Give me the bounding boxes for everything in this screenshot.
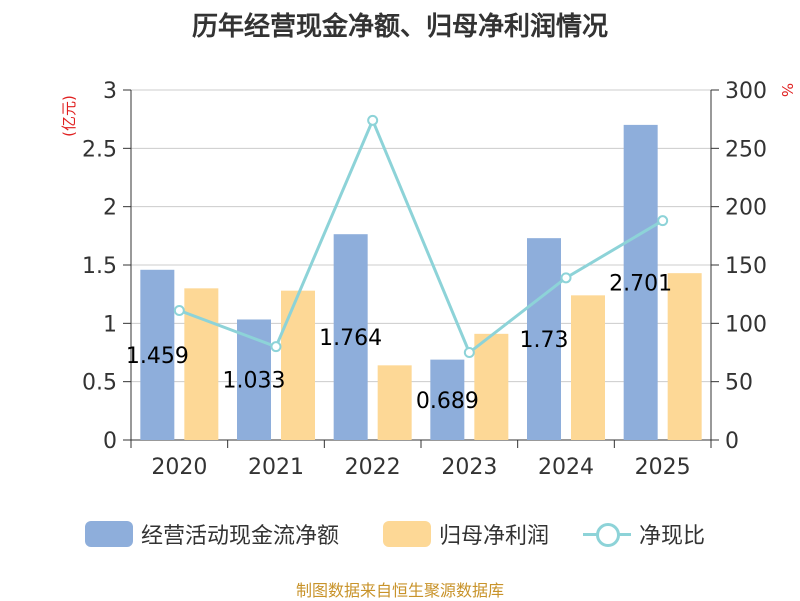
y-right-tick-label: 150 <box>725 254 767 279</box>
legend-label-net-profit: 归母净利润 <box>439 524 550 549</box>
bar-cash-flow <box>623 124 658 440</box>
data-label-cash-flow: 2.701 <box>609 271 672 296</box>
data-label-cash-flow: 1.764 <box>319 326 382 351</box>
y-right-tick-label: 300 <box>725 79 767 104</box>
y-left-tick-label: 3 <box>103 79 117 104</box>
line-ratio <box>178 116 664 355</box>
legend: 经营活动现金流净额 归母净利润 净现比 <box>0 512 800 556</box>
bar-net-profit <box>281 290 315 440</box>
data-label-cash-flow: 1.033 <box>223 369 286 394</box>
y-left-tick-label: 2 <box>103 196 117 221</box>
point-ratio <box>270 341 282 353</box>
chart-title: 历年经营现金净额、归母净利润情况 <box>191 12 608 42</box>
bar-net-profit <box>377 365 412 440</box>
x-tick-label: 2023 <box>441 455 497 480</box>
y-left-tick-label: 0.5 <box>82 371 117 396</box>
bar-net-profit <box>474 333 509 440</box>
y-right-tick-label: 50 <box>725 371 753 396</box>
bar-net-profit <box>667 273 702 440</box>
data-label-cash-flow: 1.73 <box>520 328 569 353</box>
bar-cash-flow <box>333 234 368 440</box>
point-ratio <box>173 305 185 316</box>
y-right-tick-label: 250 <box>725 137 767 162</box>
data-label-cash-flow: 1.459 <box>126 344 189 369</box>
y-left-tick-label: 1.5 <box>82 254 117 279</box>
legend-item-ratio[interactable]: 净现比 <box>583 512 705 556</box>
y-left-axis-label: (亿元) <box>60 95 78 137</box>
legend-item-net-profit[interactable]: 归母净利润 <box>383 512 549 556</box>
y-right-tick-label: 100 <box>725 312 767 337</box>
data-label-cash-flow: 0.689 <box>416 389 479 414</box>
bar-cash-flow <box>430 359 465 440</box>
point-ratio <box>657 215 669 227</box>
y-left-tick-label: 2.5 <box>82 137 117 162</box>
point-ratio <box>367 114 379 126</box>
legend-item-cash-flow[interactable]: 经营活动现金流净额 <box>85 512 339 556</box>
y-right-tick-label: 200 <box>725 196 767 221</box>
point-ratio <box>560 272 572 284</box>
y-right-axis-label: % <box>778 83 796 97</box>
legend-label-cash-flow: 经营活动现金流净额 <box>141 524 340 549</box>
legend-label-ratio: 净现比 <box>639 524 706 549</box>
x-tick-label: 2022 <box>345 455 401 480</box>
x-tick-label: 2020 <box>151 455 207 480</box>
bar-net-profit <box>184 288 219 440</box>
bar-net-profit <box>571 295 605 440</box>
y-left-tick-label: 0 <box>103 429 117 454</box>
legend-swatch-cash-flow <box>85 521 133 547</box>
x-tick-label: 2021 <box>248 455 304 480</box>
legend-symbol-ratio <box>583 521 631 547</box>
x-tick-label: 2025 <box>635 455 691 480</box>
y-left-tick-label: 1 <box>103 312 117 337</box>
bar-cash-flow <box>527 238 561 440</box>
legend-swatch-net-profit <box>383 521 431 547</box>
bar-cash-flow <box>140 269 175 440</box>
source-note: 制图数据来自恒生聚源数据库 <box>295 581 504 600</box>
y-right-tick-label: 0 <box>725 429 739 454</box>
x-tick-label: 2024 <box>538 455 594 480</box>
point-ratio <box>463 347 475 358</box>
